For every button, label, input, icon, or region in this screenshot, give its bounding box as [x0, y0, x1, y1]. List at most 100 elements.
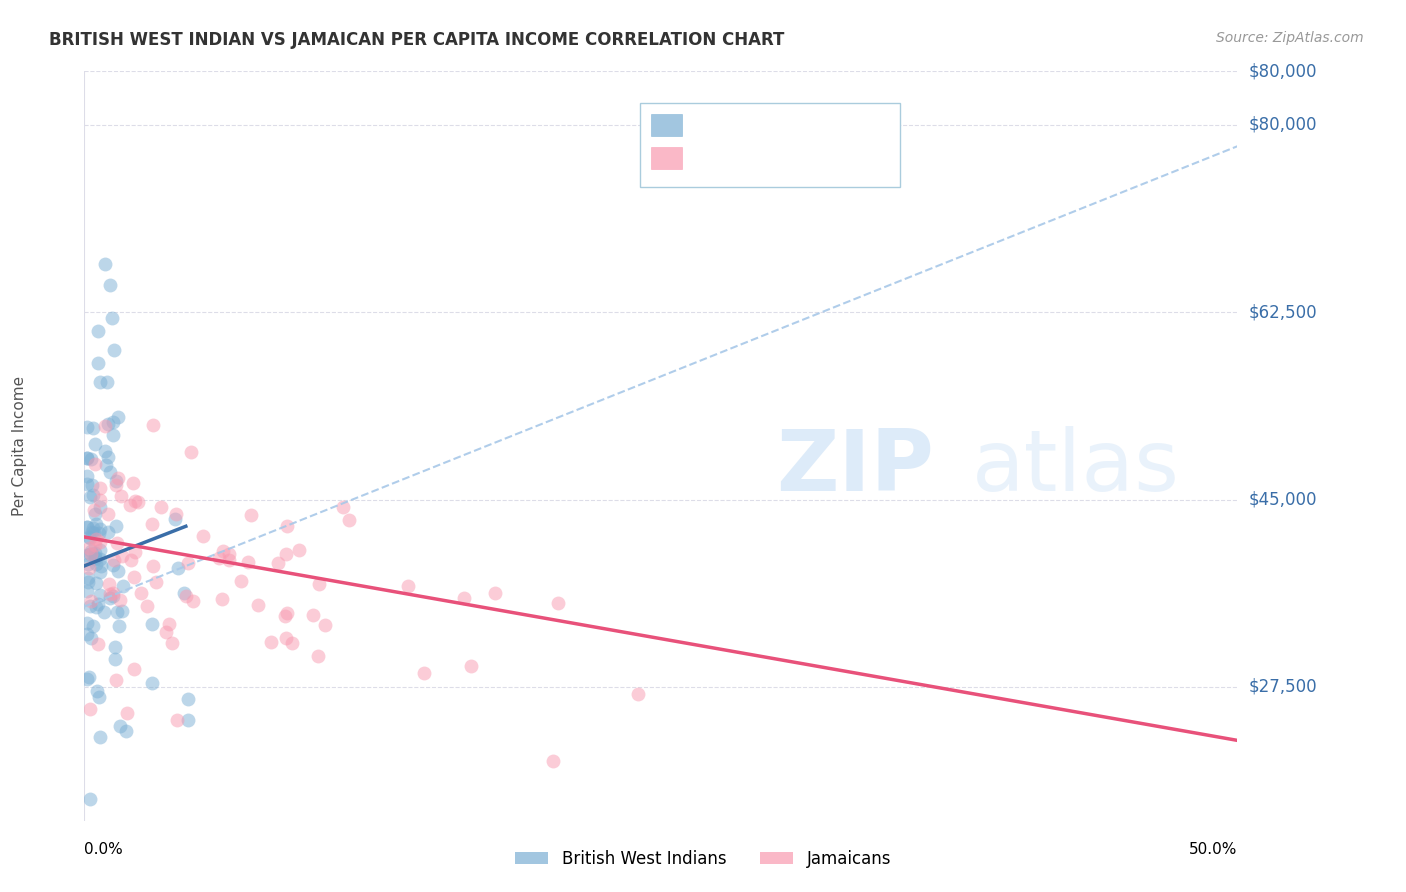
- Point: [101, 310, 124, 325]
- Point: [87, 324, 110, 338]
- Point: [120, 553, 142, 567]
- Point: [484, 586, 506, 600]
- Point: [104, 651, 127, 665]
- Text: R =: R =: [690, 151, 724, 165]
- Text: atlas: atlas: [972, 425, 1180, 509]
- Text: $62,500: $62,500: [1249, 303, 1317, 321]
- Point: [211, 543, 233, 558]
- Point: [80, 548, 103, 562]
- Point: [96, 375, 118, 389]
- Point: [165, 508, 187, 522]
- Point: [412, 666, 434, 681]
- Point: [79, 792, 101, 806]
- Point: [93, 605, 115, 619]
- Point: [208, 550, 231, 565]
- Point: [79, 531, 101, 545]
- Point: [107, 471, 129, 485]
- Point: [288, 543, 311, 558]
- Point: [281, 636, 304, 650]
- Point: [84, 457, 107, 471]
- Text: 0.0%: 0.0%: [84, 842, 124, 857]
- Point: [142, 559, 165, 574]
- Point: [89, 551, 111, 566]
- Point: [274, 547, 297, 561]
- Point: [89, 522, 111, 536]
- Point: [100, 591, 122, 605]
- Point: [101, 589, 124, 603]
- Legend: British West Indians, Jamaicans: British West Indians, Jamaicans: [509, 844, 897, 875]
- Point: [98, 278, 121, 293]
- Point: [76, 469, 98, 483]
- Point: [110, 489, 132, 503]
- Point: [101, 415, 124, 429]
- Point: [94, 444, 117, 458]
- Point: [97, 417, 120, 432]
- Point: [82, 525, 104, 540]
- Point: [150, 500, 173, 514]
- Point: [89, 588, 111, 602]
- Point: [77, 571, 100, 585]
- Point: [84, 551, 107, 566]
- Point: [541, 754, 564, 768]
- Point: [97, 525, 120, 540]
- Point: [163, 512, 186, 526]
- Point: [118, 498, 141, 512]
- Text: 0.097: 0.097: [730, 116, 782, 134]
- Point: [89, 730, 111, 744]
- Text: N =: N =: [783, 151, 817, 165]
- Point: [98, 587, 121, 601]
- Point: [76, 420, 98, 434]
- Point: [460, 659, 482, 673]
- Text: Per Capita Income: Per Capita Income: [13, 376, 27, 516]
- Point: [82, 420, 104, 434]
- Point: [84, 516, 107, 531]
- Point: [79, 599, 101, 613]
- Point: [107, 409, 129, 424]
- Point: [307, 648, 329, 663]
- Point: [97, 577, 120, 591]
- Point: [79, 702, 101, 716]
- Point: [76, 575, 98, 590]
- Point: [101, 586, 124, 600]
- Point: [246, 598, 269, 612]
- Point: [107, 535, 129, 549]
- Point: [89, 492, 111, 507]
- Point: [87, 690, 110, 705]
- Point: [76, 451, 98, 466]
- Point: [136, 599, 159, 614]
- Point: [142, 417, 165, 432]
- Point: [218, 547, 240, 561]
- Point: [124, 494, 146, 508]
- Text: 84: 84: [823, 149, 845, 167]
- Point: [141, 616, 163, 631]
- Point: [236, 555, 259, 569]
- Point: [110, 604, 132, 618]
- Text: R =: R =: [690, 118, 724, 132]
- Text: N =: N =: [783, 118, 817, 132]
- Point: [547, 596, 569, 610]
- Point: [94, 257, 117, 271]
- Point: [177, 713, 200, 727]
- Point: [274, 631, 297, 645]
- Point: [301, 608, 323, 623]
- Text: BRITISH WEST INDIAN VS JAMAICAN PER CAPITA INCOME CORRELATION CHART: BRITISH WEST INDIAN VS JAMAICAN PER CAPI…: [49, 31, 785, 49]
- Point: [155, 625, 177, 640]
- Point: [89, 500, 111, 515]
- Point: [87, 637, 110, 651]
- Point: [108, 719, 131, 733]
- Point: [101, 558, 124, 572]
- Point: [86, 684, 108, 698]
- Text: $80,000: $80,000: [1249, 116, 1317, 134]
- Point: [166, 713, 188, 727]
- Point: [191, 529, 214, 543]
- Point: [83, 545, 105, 559]
- Point: [89, 481, 111, 495]
- Point: [177, 692, 200, 706]
- Point: [101, 427, 124, 442]
- Point: [141, 516, 163, 531]
- Point: [332, 500, 354, 515]
- Point: [97, 450, 120, 465]
- Point: [83, 550, 105, 565]
- Point: [145, 574, 167, 589]
- Point: [89, 565, 111, 579]
